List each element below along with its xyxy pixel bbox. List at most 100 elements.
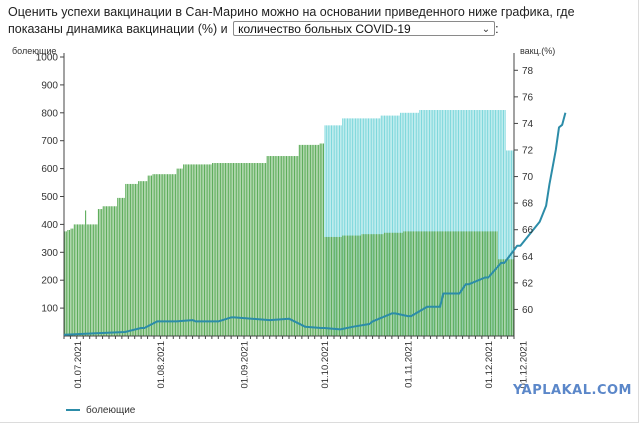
x-tick-label: 01.09.2021: [239, 341, 250, 389]
green-bar: [97, 209, 100, 336]
green-bar: [507, 259, 509, 336]
green-bar: [464, 231, 466, 336]
green-bar: [326, 236, 328, 336]
green-bar: [70, 228, 72, 336]
cyan-bar: [475, 110, 477, 336]
green-bar: [244, 163, 246, 336]
green-bar: [263, 163, 265, 336]
green-bar: [245, 163, 247, 336]
cyan-bar: [338, 125, 341, 336]
green-bar: [327, 236, 329, 336]
green-bar: [89, 224, 91, 336]
green-bar: [152, 174, 154, 336]
green-bar: [150, 175, 153, 336]
right-tick-label: 74: [522, 119, 534, 130]
green-bar: [314, 144, 316, 336]
green-bar: [65, 231, 67, 336]
green-bar: [435, 231, 437, 336]
cyan-bar: [414, 112, 416, 336]
legend-label: болеющие: [86, 404, 136, 416]
green-bar: [403, 231, 405, 336]
green-bar: [109, 206, 111, 336]
cyan-bar: [406, 112, 408, 336]
green-bar: [130, 183, 132, 336]
green-bar: [404, 231, 406, 336]
green-bar: [502, 259, 505, 336]
cyan-bar: [485, 110, 487, 336]
green-bar: [462, 231, 464, 336]
green-bar: [91, 224, 93, 336]
cyan-bar: [385, 115, 387, 336]
green-bar: [215, 163, 217, 336]
green-bar: [282, 156, 284, 336]
cyan-bar: [334, 125, 336, 336]
green-bar: [375, 234, 378, 336]
cyan-bar: [461, 110, 463, 336]
green-bar: [149, 175, 151, 336]
green-bar: [162, 174, 164, 336]
cyan-bar: [401, 112, 403, 336]
green-bar: [68, 229, 71, 336]
green-bar: [101, 209, 103, 336]
green-bar: [411, 231, 413, 336]
green-bar: [165, 174, 167, 336]
cyan-bar: [327, 125, 329, 336]
green-bar: [358, 235, 360, 336]
cyan-bar: [361, 118, 363, 336]
green-bar: [456, 231, 458, 336]
green-bar: [120, 197, 122, 336]
green-bar: [401, 232, 403, 336]
green-bar: [318, 144, 320, 336]
green-bar: [364, 234, 366, 336]
green-bar: [393, 232, 395, 336]
green-bar: [321, 143, 323, 336]
green-bar: [480, 231, 482, 336]
cyan-bar: [443, 110, 445, 336]
green-bar: [240, 163, 243, 336]
green-bar: [173, 174, 175, 336]
cyan-bar: [499, 110, 501, 336]
green-bar: [329, 236, 331, 336]
question-text: Оценить успехи вакцинации в Сан-Марино м…: [8, 4, 628, 38]
cyan-bar: [408, 112, 410, 336]
green-bar: [136, 183, 138, 336]
cyan-bar: [446, 110, 448, 336]
green-bar: [308, 144, 310, 336]
green-bar: [347, 235, 349, 336]
cyan-bar: [454, 110, 456, 336]
green-bar: [437, 231, 439, 336]
green-bar: [494, 231, 496, 336]
green-bar: [461, 231, 463, 336]
cyan-bar: [371, 118, 373, 336]
cyan-bar: [430, 110, 432, 336]
right-tick-label: 64: [522, 252, 534, 263]
green-bar: [75, 224, 77, 336]
x-tick-label: 01.12.2021: [519, 341, 530, 389]
green-bar: [277, 156, 280, 336]
green-bar: [504, 259, 506, 336]
green-bar: [443, 231, 445, 336]
right-axis-label: вакц.(%): [520, 46, 556, 56]
left-tick-label: 600: [41, 164, 58, 175]
vaccination-line: [63, 112, 567, 336]
cyan-bar: [363, 118, 365, 336]
green-bar: [433, 231, 435, 336]
green-bar: [303, 144, 305, 336]
green-bar: [261, 163, 263, 336]
green-bar: [398, 232, 400, 336]
green-bar: [237, 163, 239, 336]
green-bar: [356, 235, 358, 336]
green-bar: [258, 163, 260, 336]
cyan-bar: [448, 110, 450, 336]
green-bar: [131, 183, 133, 336]
right-tick-label: 68: [522, 199, 534, 210]
metric-select[interactable]: количество больных COVID-19 ⌄: [233, 21, 496, 36]
green-bar: [361, 234, 363, 336]
legend[interactable]: болеющие: [66, 404, 136, 416]
green-bar: [472, 231, 474, 336]
green-bar: [287, 156, 289, 336]
green-bar: [158, 174, 161, 336]
green-bar: [285, 156, 288, 336]
green-bar: [64, 231, 66, 336]
